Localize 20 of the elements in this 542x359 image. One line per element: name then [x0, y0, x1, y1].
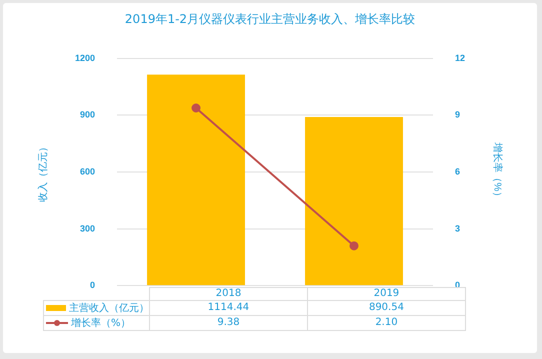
y-tick-label: 1200 [74, 52, 96, 63]
y-axis-title: 收入（亿元） [36, 142, 49, 202]
data-label: 9.38 [150, 315, 308, 330]
x-tick-label: 2018 [150, 287, 308, 300]
y-tick-label: 0 [90, 280, 96, 290]
y-tick-label: 900 [80, 110, 96, 120]
y-tick-label: 300 [80, 223, 96, 234]
legend-label: 增长率（%） [44, 315, 150, 330]
data-label: 890.54 [307, 300, 466, 316]
data-label: 2.10 [307, 315, 466, 330]
legend-label: 主营收入（亿元） [44, 300, 150, 316]
chart-title: 2019年1-2月仪器仪表行业主营业务收入、增长率比较 [124, 11, 416, 28]
y2-tick-label: 12 [454, 52, 466, 63]
x-tick-label: 2019 [374, 288, 400, 300]
y2-axis-title: 增长率（%） [491, 142, 504, 202]
y2-tick-label: 9 [454, 110, 460, 120]
y2-tick-label: 3 [454, 223, 460, 234]
y-tick-label: 600 [80, 166, 96, 176]
data-label: 1114.44 [150, 300, 308, 316]
y2-tick-label: 6 [454, 166, 460, 176]
